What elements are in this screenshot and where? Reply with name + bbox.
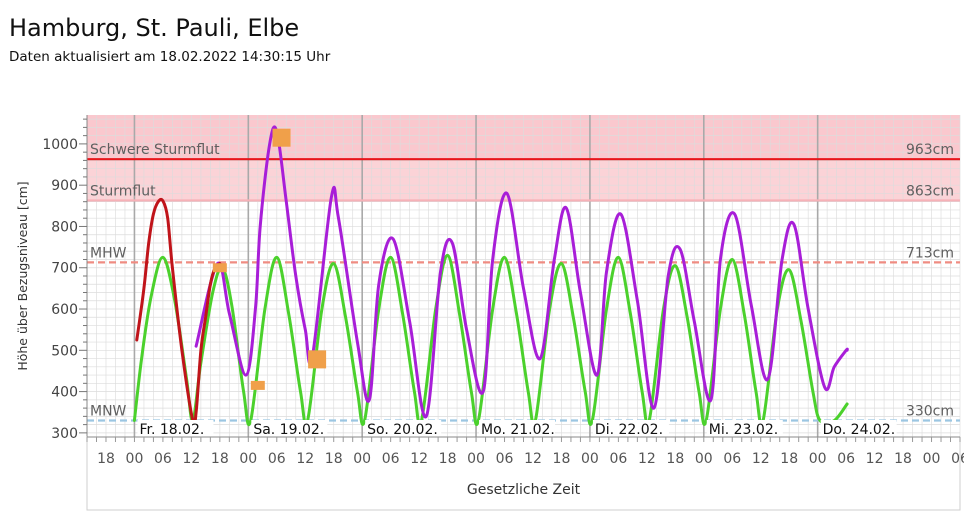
x-tick-label: 06: [496, 451, 514, 467]
x-tick-label: 12: [296, 451, 314, 467]
x-tick-label: 06: [382, 451, 400, 467]
x-tick-label: 06: [951, 451, 964, 467]
day-label: So. 20.02.: [367, 422, 438, 438]
x-tick-label: 00: [581, 451, 599, 467]
x-tick-label: 00: [353, 451, 371, 467]
day-label-bg: [479, 420, 556, 437]
x-tick-label: 18: [666, 451, 684, 467]
event-marker: [250, 380, 265, 390]
x-tick-label: 12: [524, 451, 542, 467]
day-label-bg: [137, 420, 214, 437]
page-title: Hamburg, St. Pauli, Elbe: [9, 14, 300, 42]
x-tick-label: 00: [239, 451, 257, 467]
day-label-bg: [706, 420, 783, 437]
threshold-value-mhw: 713cm: [906, 245, 954, 261]
y-tick-label: 800: [51, 219, 78, 235]
day-label: Fr. 18.02.: [139, 422, 204, 438]
y-tick-label: 700: [51, 261, 78, 277]
update-timestamp: Daten aktualisiert am 18.02.2022 14:30:1…: [9, 49, 331, 65]
event-marker: [212, 263, 227, 273]
event-marker: [272, 128, 291, 147]
day-label: Di. 22.02.: [595, 422, 663, 438]
x-tick-label: 06: [609, 451, 627, 467]
threshold-value-mnw: 330cm: [906, 403, 954, 419]
day-label: Mo. 21.02.: [481, 422, 555, 438]
x-tick-label: 06: [154, 451, 172, 467]
x-tick-label: 06: [268, 451, 286, 467]
y-tick-label: 400: [51, 385, 78, 401]
y-tick-label: 900: [51, 178, 78, 194]
y-tick-label: 300: [51, 426, 78, 442]
x-tick-label: 12: [638, 451, 656, 467]
y-axis-label: Höhe über Bezugsniveau [cm]: [15, 181, 30, 370]
series-line-forecast: [194, 125, 849, 419]
threshold-label-mhw: MHW: [90, 245, 127, 261]
x-tick-label: 12: [182, 451, 200, 467]
threshold-label-mnw: MNW: [90, 403, 127, 419]
threshold-value-storm: 863cm: [906, 183, 954, 199]
day-label: Do. 24.02.: [823, 422, 896, 438]
x-tick-label: 00: [126, 451, 144, 467]
x-tick-label: 18: [894, 451, 912, 467]
day-label-bg: [251, 420, 328, 437]
x-axis-panel: [86, 436, 961, 511]
series-line-observed: [135, 197, 222, 427]
x-tick-label: 06: [837, 451, 855, 467]
x-tick-label: 00: [923, 451, 941, 467]
x-tick-label: 18: [325, 451, 343, 467]
y-tick-label: 500: [51, 343, 78, 359]
threshold-label-storm: Sturmflut: [90, 183, 156, 199]
x-axis-label: Gesetzliche Zeit: [466, 482, 581, 498]
y-tick-label: 600: [51, 302, 78, 318]
x-tick-label: 06: [723, 451, 741, 467]
threshold-value-severe: 963cm: [906, 142, 954, 158]
x-tick-label: 18: [97, 451, 115, 467]
x-tick-label: 00: [809, 451, 827, 467]
x-tick-label: 00: [467, 451, 485, 467]
day-label-bg: [592, 420, 669, 437]
day-label: Sa. 19.02.: [253, 422, 324, 438]
series-line-astronomical: [132, 253, 849, 426]
x-tick-label: 12: [752, 451, 770, 467]
x-tick-label: 18: [439, 451, 457, 467]
day-label: Mi. 23.02.: [709, 422, 778, 438]
x-tick-label: 18: [780, 451, 798, 467]
y-tick-label: 1000: [42, 137, 78, 153]
day-label-bg: [365, 420, 442, 437]
x-tick-label: 18: [553, 451, 571, 467]
x-tick-label: 00: [695, 451, 713, 467]
event-marker: [308, 350, 327, 369]
day-label-bg: [820, 420, 897, 437]
x-tick-label: 18: [211, 451, 229, 467]
x-tick-label: 12: [410, 451, 428, 467]
x-tick-label: 12: [866, 451, 884, 467]
threshold-label-severe: Schwere Sturmflut: [90, 142, 220, 158]
